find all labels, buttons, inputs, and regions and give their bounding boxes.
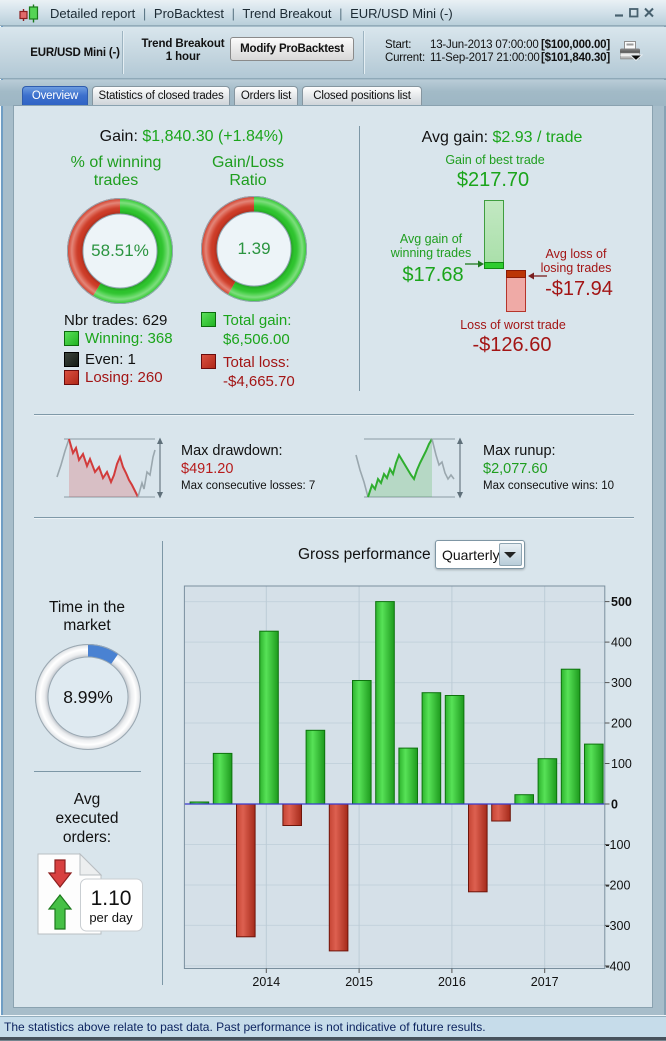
svg-text:200: 200 xyxy=(611,717,632,731)
svg-text:100: 100 xyxy=(611,757,632,771)
svg-text:-400: -400 xyxy=(605,959,630,973)
svg-text:8.99%: 8.99% xyxy=(63,687,113,707)
svg-text:500: 500 xyxy=(611,595,632,609)
svg-text:2017: 2017 xyxy=(531,975,559,989)
svg-text:300: 300 xyxy=(611,676,632,690)
svg-text:58.51%: 58.51% xyxy=(91,241,149,260)
svg-text:1.10: 1.10 xyxy=(91,887,132,910)
svg-text:-200: -200 xyxy=(605,879,630,893)
svg-text:1.39: 1.39 xyxy=(237,239,270,258)
svg-text:2016: 2016 xyxy=(438,975,466,989)
svg-text:per day: per day xyxy=(89,910,133,925)
svg-text:-100: -100 xyxy=(605,838,630,852)
svg-text:2014: 2014 xyxy=(252,975,280,989)
svg-text:400: 400 xyxy=(611,636,632,650)
svg-text:2015: 2015 xyxy=(345,975,373,989)
svg-text:-300: -300 xyxy=(605,919,630,933)
svg-text:0: 0 xyxy=(611,798,618,812)
